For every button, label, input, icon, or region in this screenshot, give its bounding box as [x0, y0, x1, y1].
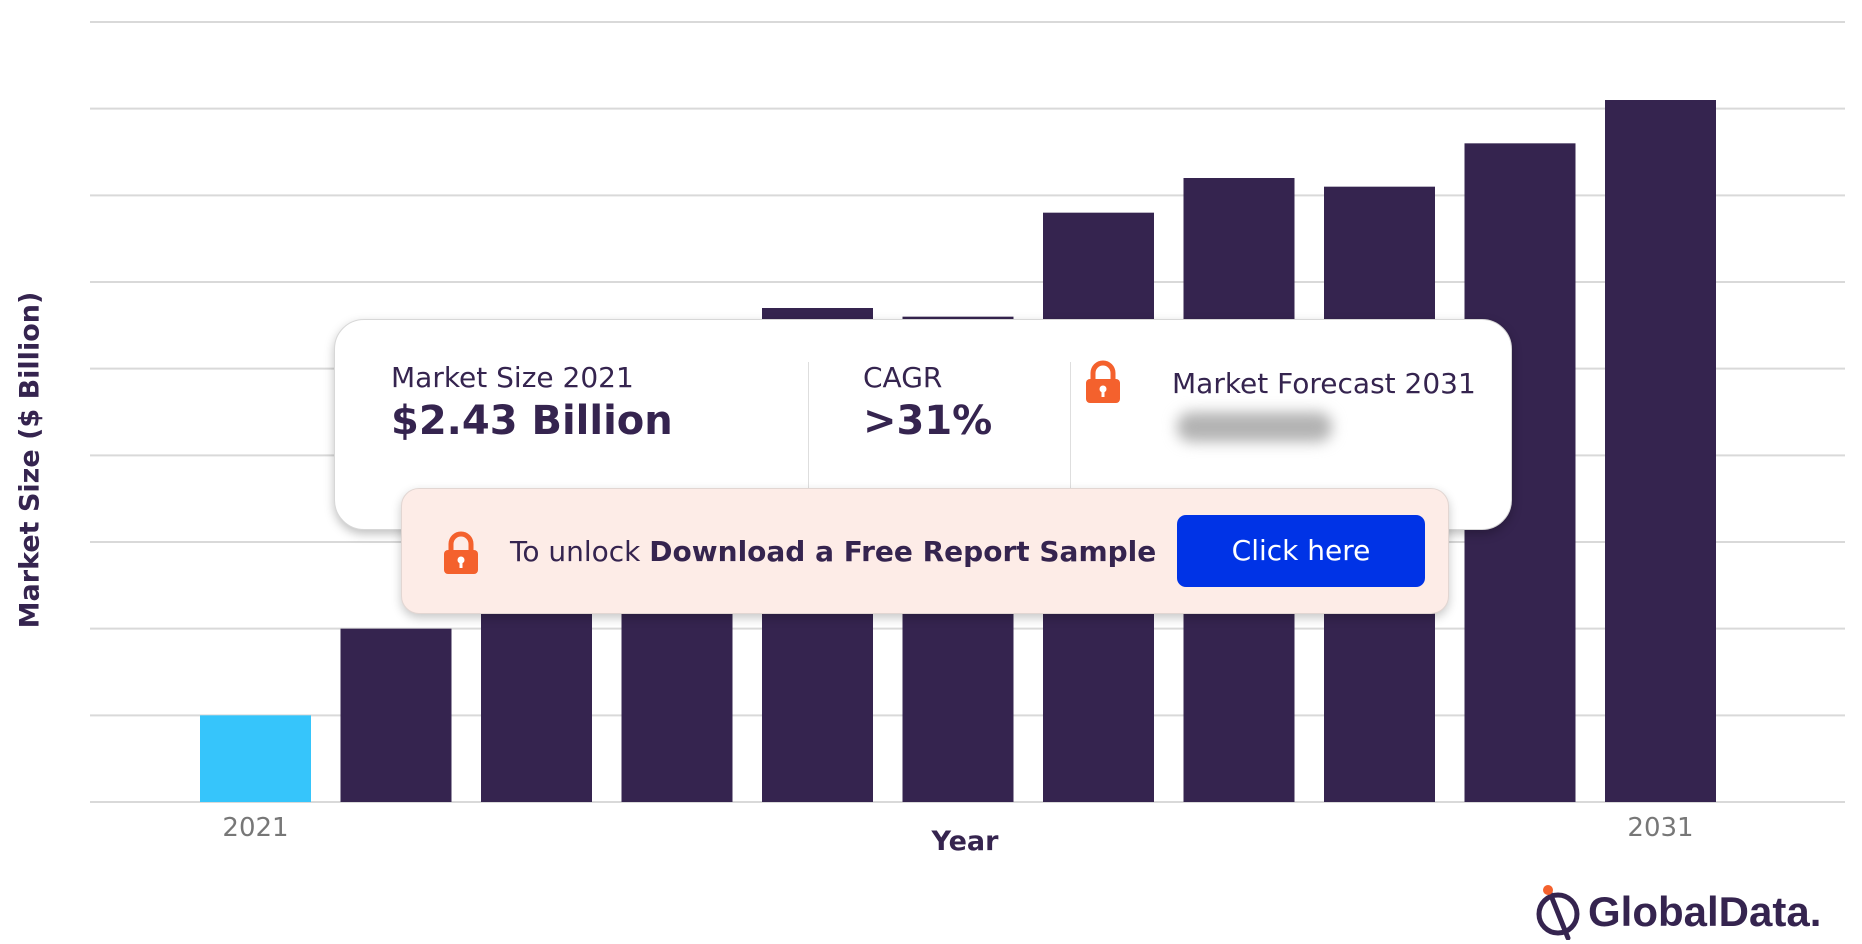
cagr-stat: CAGR >31% [863, 360, 992, 446]
lock-icon [442, 531, 480, 579]
forecast-value-blurred [1177, 412, 1332, 442]
x-tick-label: 2021 [222, 813, 288, 843]
y-axis-label: Market Size ($ Billion) [14, 291, 46, 629]
bar-2021[interactable] [200, 715, 311, 802]
cagr-value: >31% [863, 398, 993, 444]
card-divider [808, 362, 809, 490]
market-size-stat: Market Size 2021 $2.43 Billion [391, 360, 673, 446]
globaldata-logo[interactable]: GlobalData. [1532, 884, 1852, 944]
lock-icon [1084, 360, 1122, 408]
forecast-stat: Market Forecast 2031 [1112, 360, 1476, 442]
x-tick-label: 2031 [1627, 813, 1693, 843]
card-divider [1070, 362, 1071, 490]
x-axis-label: Year [931, 826, 999, 857]
cagr-label: CAGR [863, 361, 943, 394]
market-size-value: $2.43 Billion [391, 398, 673, 444]
bar-item-2[interactable] [340, 628, 452, 802]
unlock-text: To unlock Download a Free Report Sample [510, 532, 1156, 572]
globaldata-logo-icon [1536, 885, 1580, 941]
unlock-banner: To unlock Download a Free Report Sample … [401, 488, 1449, 614]
unlock-bold-text: Download a Free Report Sample [649, 535, 1157, 568]
unlock-prefix: To unlock [510, 535, 650, 568]
globaldata-wordmark: GlobalData. [1588, 888, 1821, 935]
market-size-label: Market Size 2021 [391, 361, 634, 394]
bar-2031[interactable] [1605, 100, 1716, 802]
forecast-label: Market Forecast 2031 [1172, 367, 1476, 400]
click-here-button[interactable]: Click here [1177, 515, 1425, 587]
